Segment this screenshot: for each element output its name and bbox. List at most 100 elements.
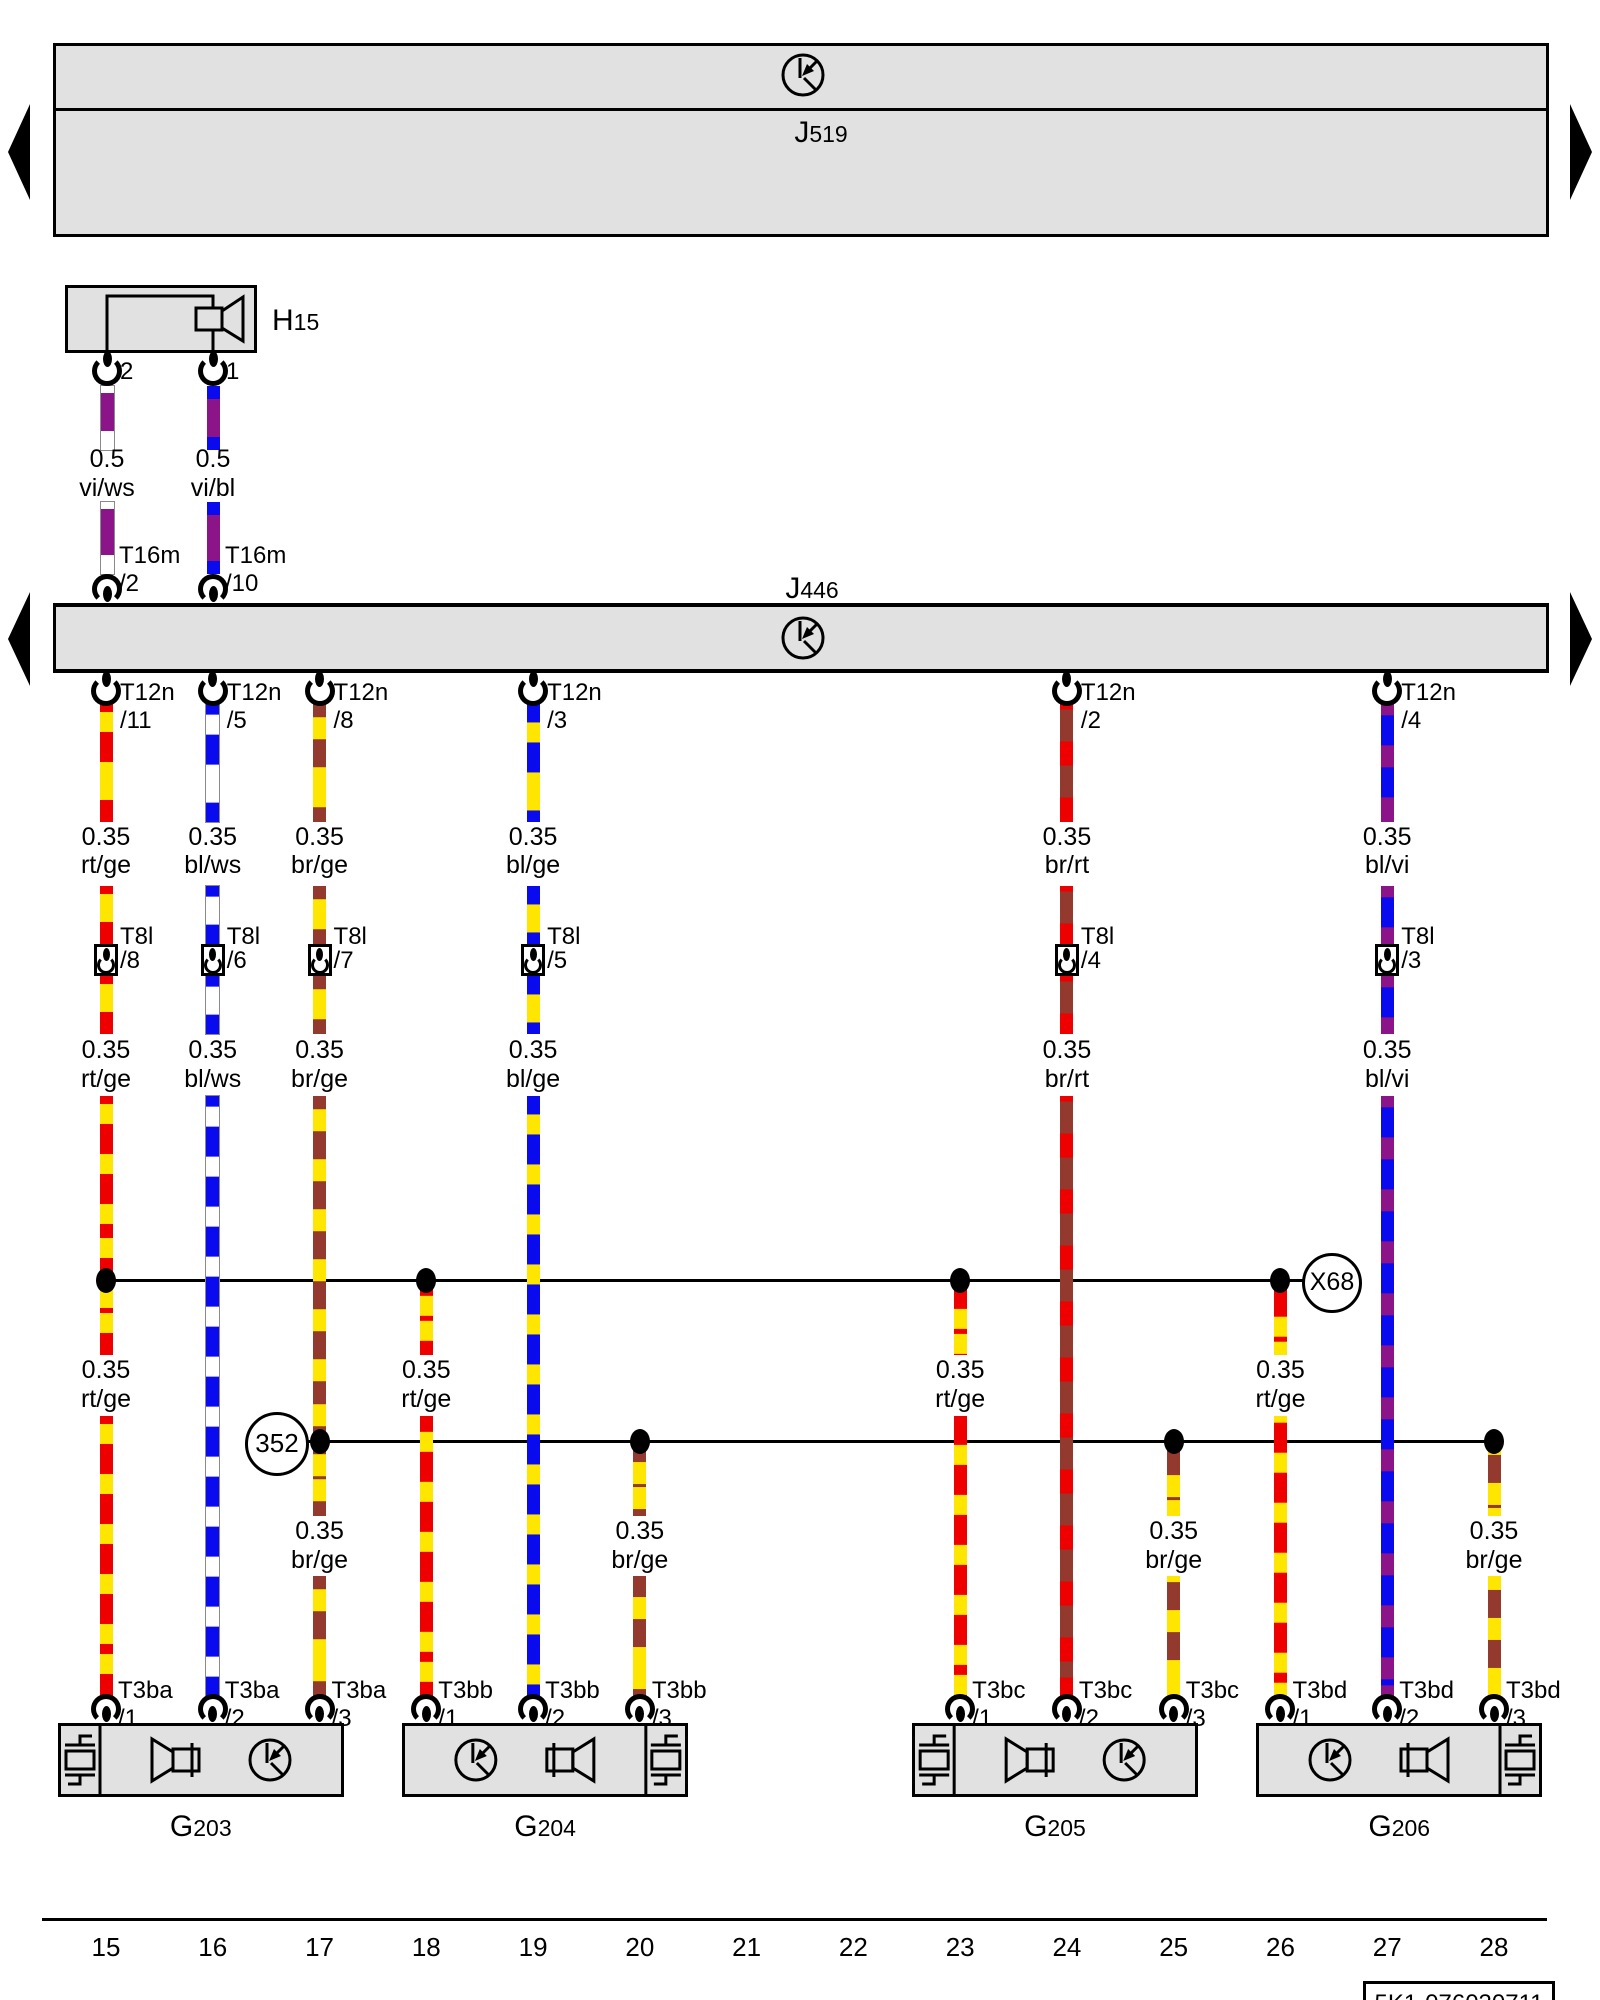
connector-label-t3: T3bb	[545, 1677, 600, 1704]
wire-bl/vi	[1380, 704, 1394, 822]
wire-br/ge	[313, 976, 327, 1034]
wire-br/ge	[1487, 1441, 1501, 1516]
junction-dot	[1484, 1428, 1504, 1454]
wire-color-label: br/ge	[611, 1546, 669, 1574]
wire-rt/ge	[419, 1416, 433, 1696]
connector-pin-label: /5	[547, 947, 568, 974]
connector-pin-label: /4	[1401, 707, 1422, 734]
t3-terminal	[1372, 1694, 1403, 1724]
speaker-label-g204: G204	[514, 1810, 576, 1843]
wire-gauge-label: 0.35	[935, 1356, 985, 1384]
wire-rt/ge	[953, 1280, 967, 1355]
speaker-label-g205: G205	[1024, 1810, 1086, 1843]
connector-pin-label: /8	[333, 707, 354, 734]
wire-vi/ws	[100, 386, 114, 450]
t8l-connector-arc	[524, 956, 543, 974]
wire-br/ge	[1487, 1576, 1501, 1696]
connector-label-t3: T3bd	[1292, 1677, 1348, 1704]
wire-color-label: br/ge	[291, 851, 349, 879]
wire-rt/ge	[1273, 1280, 1287, 1355]
wire-bl/ws	[206, 886, 220, 944]
connector-label-t3: T3bc	[1185, 1677, 1240, 1704]
wire-br/ge	[313, 1441, 327, 1516]
h15-pin-number: 1	[226, 358, 240, 385]
wire-rt/ge	[419, 1280, 433, 1355]
right-arrow-icon	[1570, 592, 1592, 686]
junction-dot	[950, 1267, 971, 1293]
wire-bl/ge	[526, 886, 540, 944]
t3-terminal	[1265, 1694, 1296, 1724]
left-arrow-icon	[8, 592, 30, 686]
wire-bl/vi	[1380, 886, 1394, 944]
crystal-icon	[1504, 1734, 1536, 1786]
k-bus-icon	[781, 616, 825, 660]
connector-pin-label: /10	[225, 570, 259, 597]
t12n-terminal	[91, 676, 121, 706]
speaker-icon	[150, 1736, 201, 1784]
speaker-label-g206: G206	[1368, 1810, 1431, 1843]
t3-terminal	[304, 1694, 335, 1724]
connector-label-t12n: T12n	[1080, 679, 1136, 706]
wire-br/ge	[633, 1441, 647, 1516]
grid-column-number: 23	[945, 1932, 975, 1962]
t12n-terminal	[1372, 676, 1403, 706]
h15-pin-number: 2	[120, 358, 134, 385]
wire-color-label: br/ge	[1465, 1546, 1523, 1574]
connector-pin-label: /2	[1399, 1705, 1420, 1732]
t8l-connector-dot	[209, 948, 217, 961]
t3-terminal	[197, 1694, 228, 1724]
connector-pin-label: /2	[1080, 707, 1101, 734]
grid-column-number: 18	[411, 1932, 441, 1962]
connector-pin-label: /5	[226, 707, 247, 734]
wire-color-label: rt/ge	[80, 1065, 132, 1093]
wire-gauge-label: 0.35	[1256, 1356, 1305, 1384]
t3-terminal-dot	[528, 1706, 538, 1722]
connector-pin-label: /2	[545, 1705, 566, 1732]
h15-speaker-icon	[105, 294, 245, 353]
wire-bl/ws	[206, 976, 220, 1034]
junction-circle-x68: X68	[1302, 1253, 1362, 1313]
grid-column-number: 20	[625, 1932, 655, 1962]
wire-color-label: bl/ws	[184, 1065, 242, 1093]
t8l-connector-dot	[316, 948, 324, 961]
wire-br/rt	[1060, 704, 1074, 822]
wire-gauge-label: 0.35	[508, 1036, 558, 1064]
connector-label-t3: T3bb	[651, 1677, 707, 1704]
t3-terminal-dot	[1062, 1706, 1072, 1722]
grid-column-number: 25	[1159, 1932, 1189, 1962]
grid-column-number: 28	[1479, 1932, 1509, 1962]
connector-label-t8l: T8l	[226, 923, 261, 950]
wire-color-label: bl/vi	[1365, 1065, 1410, 1093]
connector-pin-label: /2	[119, 570, 140, 597]
connector-label-t16m: T16m	[119, 542, 181, 569]
wire-bl/ge	[526, 704, 540, 822]
wire-color-label: br/ge	[291, 1065, 349, 1093]
t3-terminal-dot	[955, 1706, 965, 1722]
grid-column-number: 16	[198, 1932, 228, 1962]
connector-label-t12n: T12n	[120, 679, 175, 706]
connector-pin-label: /3	[547, 707, 568, 734]
connector-label-t12n: T12n	[333, 679, 389, 706]
connector-pin-label: /8	[120, 947, 141, 974]
wire-rt/ge	[99, 976, 113, 1034]
k-bus-icon	[454, 1738, 498, 1782]
wire-br/ge	[313, 886, 327, 944]
connector-label-t8l: T8l	[1401, 923, 1435, 950]
wire-bl/ws	[206, 704, 220, 822]
wire-gauge-label: 0.5	[195, 445, 231, 473]
wire-color-label: rt/ge	[401, 1385, 452, 1413]
wire-color-label: rt/ge	[80, 851, 132, 879]
wire-color-label: rt/ge	[80, 1385, 132, 1413]
t3-terminal	[91, 1694, 121, 1724]
wire-bl/ge	[526, 976, 540, 1034]
t16m-terminal	[92, 574, 122, 604]
t3-terminal	[1479, 1694, 1509, 1724]
t8l-connector-dot	[1063, 948, 1071, 961]
t8l-connector-arc	[97, 956, 115, 974]
wire-vi/bl	[206, 386, 220, 450]
wire-rt/ge	[99, 1280, 113, 1355]
wire-color-label: vi/ws	[79, 474, 135, 502]
h15-pin-terminal	[92, 356, 122, 386]
connector-pin-label: /3	[1401, 947, 1422, 974]
